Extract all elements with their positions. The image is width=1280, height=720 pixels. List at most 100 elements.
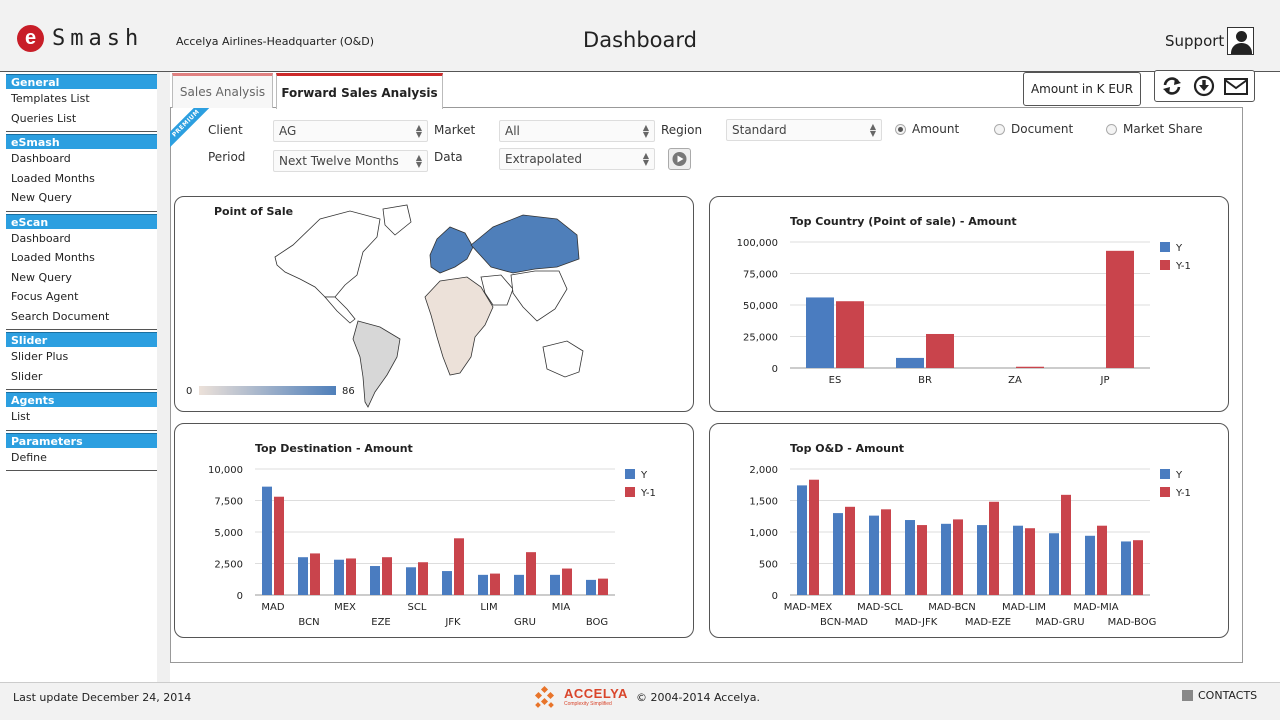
refresh-icon[interactable] <box>1161 75 1183 97</box>
radio-market-share[interactable]: Market Share <box>1106 122 1203 136</box>
bar-y-bog[interactable] <box>586 579 596 595</box>
sidebar-item-esmash-loaded-months[interactable]: Loaded Months <box>11 171 95 185</box>
bar-y-br[interactable] <box>896 357 924 368</box>
bar-y-mad-jfk[interactable] <box>905 520 915 595</box>
run-query-button[interactable] <box>668 148 691 170</box>
bar-y1-mad-scl[interactable] <box>881 509 891 595</box>
bar-y-eze[interactable] <box>370 566 380 595</box>
region-africa[interactable] <box>424 276 494 376</box>
bar-y1-mad-gru[interactable] <box>1061 494 1071 595</box>
bar-y1-mad-eze[interactable] <box>989 501 999 595</box>
legend-label[interactable]: Y-1 <box>1175 488 1191 499</box>
sidebar-item-templates-list[interactable]: Templates List <box>11 92 90 105</box>
bar-y1-mia[interactable] <box>562 568 572 595</box>
bar-y1-mad[interactable] <box>274 496 284 595</box>
sidebar-item-escan-loaded-months[interactable]: Loaded Months <box>11 251 95 264</box>
bar-y-mad-scl[interactable] <box>869 515 879 595</box>
tab-forward-sales-analysis[interactable]: Forward Sales Analysis <box>276 73 443 109</box>
legend-label[interactable]: Y <box>1175 470 1183 481</box>
data-select[interactable]: Extrapolated ▲ ▼ <box>499 148 655 170</box>
bar-y-scl[interactable] <box>406 567 416 595</box>
region-australia[interactable] <box>542 340 584 378</box>
region-south-america[interactable] <box>352 320 401 408</box>
sidebar-item-esmash-dashboard[interactable]: Dashboard <box>11 152 71 165</box>
bar-y1-mad-lim[interactable] <box>1025 528 1035 595</box>
esmash-logo[interactable]: e Smash <box>17 24 143 52</box>
sidebar-item-agents-list[interactable]: List <box>11 410 31 423</box>
download-icon[interactable] <box>1193 75 1215 97</box>
bar-y1-lim[interactable] <box>490 573 500 595</box>
sidebar-item-slider-plus[interactable]: Slider Plus <box>11 350 69 363</box>
sidebar-section-title: Parameters <box>6 432 157 448</box>
bar-y1-jfk[interactable] <box>454 538 464 595</box>
bar-y-mad-eze[interactable] <box>977 525 987 595</box>
bar-y-bcn-mad[interactable] <box>833 513 843 595</box>
bar-y1-bcn-mad[interactable] <box>845 506 855 595</box>
bar-y1-jp[interactable] <box>1106 250 1134 368</box>
region-greenland[interactable] <box>382 204 412 236</box>
x-tick-label: JFK <box>444 617 461 628</box>
bar-y1-mad-bog[interactable] <box>1133 540 1143 595</box>
bar-y-bcn[interactable] <box>298 557 308 595</box>
bar-y-mex[interactable] <box>334 559 344 595</box>
radio-dot <box>994 123 1005 135</box>
sidebar-item-queries-list[interactable]: Queries List <box>11 111 77 125</box>
bar-y-mad-mia[interactable] <box>1085 535 1095 595</box>
bar-y-mad-bcn[interactable] <box>941 523 951 595</box>
region-russia-asia[interactable] <box>470 214 580 274</box>
bar-y1-za[interactable] <box>1016 366 1044 368</box>
support-link[interactable]: Support <box>1165 32 1225 50</box>
region-select[interactable]: Standard ▲ ▼ <box>726 119 882 141</box>
bar-y-es[interactable] <box>806 297 834 368</box>
region-north-america[interactable] <box>274 210 381 298</box>
bar-y-mad[interactable] <box>262 486 272 595</box>
bar-y1-mad-mex[interactable] <box>809 479 819 595</box>
bar-y1-mad-bcn[interactable] <box>953 519 963 595</box>
sidebar-item-define[interactable]: Define <box>11 450 47 464</box>
bar-y1-eze[interactable] <box>382 557 392 595</box>
bar-y1-es[interactable] <box>836 301 864 368</box>
legend-label[interactable]: Y-1 <box>1175 261 1191 272</box>
radio-document[interactable]: Document <box>994 122 1073 136</box>
market-select[interactable]: All ▲ ▼ <box>499 120 655 142</box>
point-of-sale-map[interactable]: Point of Sale 0 86 <box>175 197 695 413</box>
contacts-link[interactable]: CONTACTS <box>1182 689 1257 702</box>
bar-y-mad-bog[interactable] <box>1121 541 1131 595</box>
sidebar-item-focus-agent[interactable]: Focus Agent <box>11 290 79 303</box>
region-middle-east[interactable] <box>480 274 514 306</box>
bar-y1-bcn[interactable] <box>310 553 320 595</box>
sidebar-item-search-document[interactable]: Search Document <box>11 309 110 323</box>
bar-y-gru[interactable] <box>514 574 524 595</box>
bar-y1-mex[interactable] <box>346 558 356 595</box>
legend-label[interactable]: Y-1 <box>640 488 656 499</box>
client-select[interactable]: AG ▲ ▼ <box>273 120 428 142</box>
sidebar-item-slider[interactable]: Slider <box>11 369 43 383</box>
sidebar-item-escan-dashboard[interactable]: Dashboard <box>11 231 71 245</box>
region-south-asia[interactable] <box>510 270 568 322</box>
sidebar-item-escan-new-query[interactable]: New Query <box>11 270 72 284</box>
radio-amount[interactable]: Amount <box>895 122 959 136</box>
bar-y-mad-mex[interactable] <box>797 485 807 595</box>
sidebar-item-esmash-new-query[interactable]: New Query <box>11 191 72 204</box>
period-select[interactable]: Next Twelve Months ▲ ▼ <box>273 150 428 172</box>
bar-y-jfk[interactable] <box>442 571 452 595</box>
bar-y1-bog[interactable] <box>598 578 608 595</box>
bar-y-mad-lim[interactable] <box>1013 525 1023 595</box>
bar-y-mia[interactable] <box>550 574 560 595</box>
legend-label[interactable]: Y <box>1175 243 1183 254</box>
x-tick-label: BOG <box>586 617 608 628</box>
bar-y1-br[interactable] <box>926 333 954 368</box>
region-europe[interactable] <box>429 226 474 274</box>
bar-y1-scl[interactable] <box>418 562 428 595</box>
bar-y-lim[interactable] <box>478 574 488 595</box>
bar-y1-gru[interactable] <box>526 552 536 595</box>
user-avatar-icon[interactable] <box>1227 27 1254 55</box>
bar-y1-mad-jfk[interactable] <box>917 525 927 595</box>
bar-y1-mad-mia[interactable] <box>1097 525 1107 595</box>
mail-icon[interactable] <box>1223 75 1249 97</box>
bar-y-mad-gru[interactable] <box>1049 533 1059 595</box>
legend-label[interactable]: Y <box>640 470 648 481</box>
region-central-america[interactable] <box>324 296 356 324</box>
y-tick-label: 0 <box>237 591 243 602</box>
tab-sales-analysis[interactable]: Sales Analysis <box>172 73 273 108</box>
